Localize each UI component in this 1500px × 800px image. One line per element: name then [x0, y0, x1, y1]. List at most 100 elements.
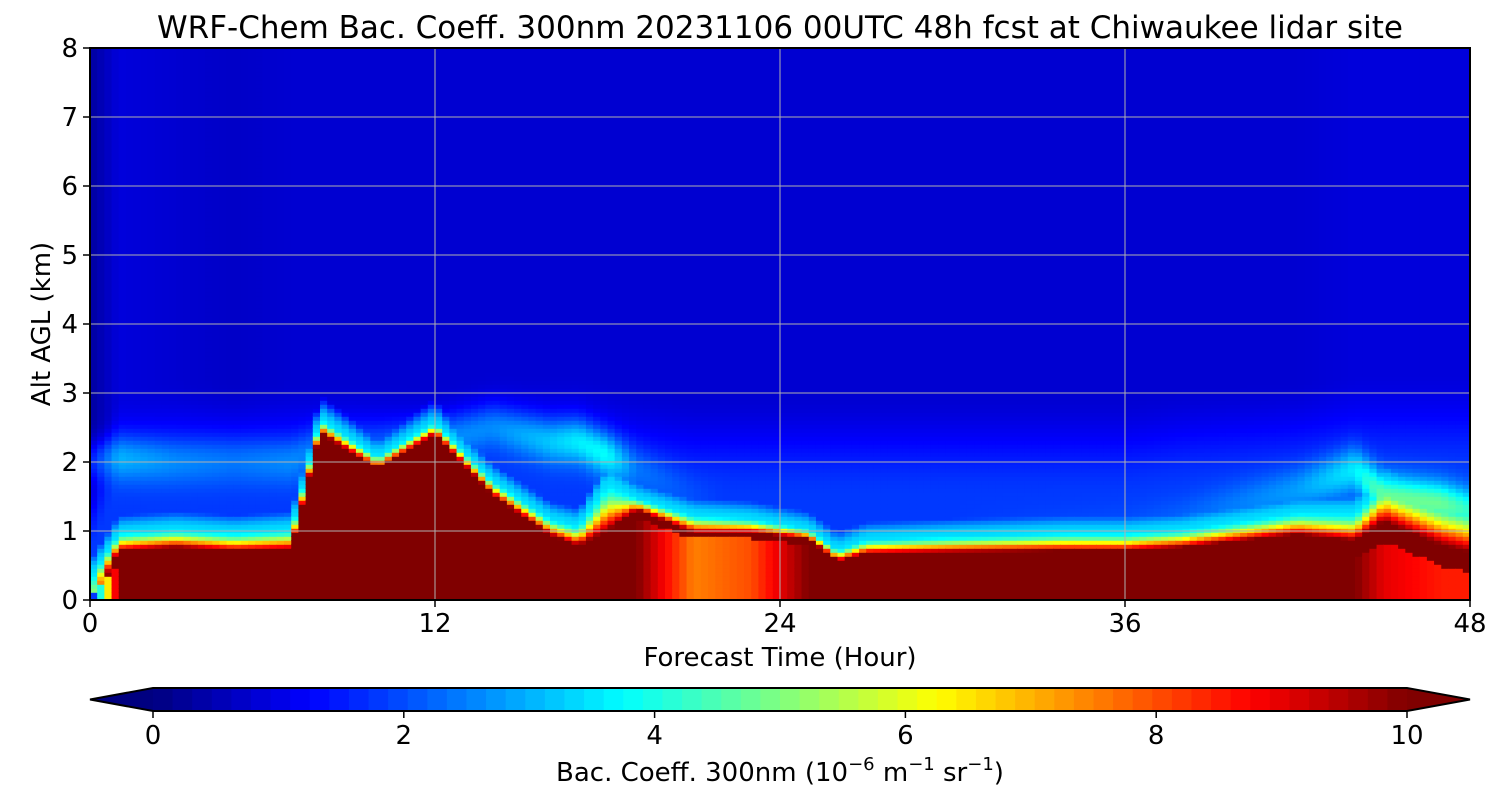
heatmap-cell: [197, 264, 206, 269]
heatmap-cell: [111, 544, 120, 549]
heatmap-cell: [90, 508, 98, 513]
heatmap-cell: [147, 172, 156, 177]
heatmap-cell: [219, 396, 228, 401]
heatmap-cell: [140, 336, 149, 341]
heatmap-cell: [169, 144, 178, 149]
heatmap-cell: [147, 304, 156, 309]
heatmap-cell: [169, 320, 178, 325]
heatmap-cell: [248, 344, 257, 349]
heatmap-cell: [190, 360, 199, 365]
heatmap-cell: [90, 188, 98, 193]
heatmap-cell: [205, 140, 213, 145]
heatmap-cell: [104, 384, 113, 389]
heatmap-cell: [219, 404, 228, 409]
heatmap-cell: [219, 576, 228, 581]
heatmap-cell: [147, 108, 156, 113]
heatmap-cell: [226, 176, 235, 181]
heatmap-cell: [212, 72, 221, 77]
heatmap-cell: [176, 568, 185, 573]
heatmap-cell: [133, 64, 142, 69]
heatmap-cell: [176, 308, 185, 313]
heatmap-cell: [255, 316, 264, 321]
heatmap-cell: [147, 116, 156, 121]
heatmap-cell: [233, 492, 242, 497]
heatmap-cell: [248, 564, 257, 569]
heatmap-cell: [197, 288, 206, 293]
heatmap-cell: [161, 160, 170, 165]
heatmap-cell: [147, 288, 156, 293]
heatmap-cell: [118, 140, 127, 145]
heatmap-cell: [197, 408, 206, 413]
heatmap-cell: [219, 388, 228, 393]
heatmap-cell: [183, 80, 192, 85]
heatmap-cell: [154, 492, 163, 497]
heatmap-cell: [255, 352, 264, 357]
heatmap-cell: [97, 220, 106, 225]
heatmap-cell: [197, 388, 206, 393]
heatmap-cell: [161, 132, 170, 137]
heatmap-cell: [125, 108, 134, 113]
heatmap-cell: [197, 108, 206, 113]
heatmap-cell: [190, 192, 199, 197]
heatmap-cell: [118, 144, 127, 149]
heatmap-cell: [111, 220, 120, 225]
heatmap-cell: [183, 92, 192, 97]
heatmap-cell: [226, 380, 235, 385]
heatmap-cell: [111, 548, 120, 553]
heatmap-cell: [212, 520, 221, 525]
heatmap-cell: [169, 196, 178, 201]
heatmap-cell: [212, 308, 221, 313]
heatmap-cell: [248, 192, 257, 197]
heatmap-cell: [118, 328, 127, 333]
heatmap-cell: [212, 532, 221, 537]
heatmap-cell: [219, 520, 228, 525]
heatmap-cell: [161, 412, 170, 417]
heatmap-cell: [147, 556, 156, 561]
heatmap-cell: [212, 332, 221, 337]
heatmap-cell: [197, 80, 206, 85]
heatmap-cell: [125, 340, 134, 345]
heatmap-cell: [197, 176, 206, 181]
heatmap-cell: [240, 456, 249, 461]
heatmap-cell: [90, 456, 98, 461]
heatmap-cell: [90, 576, 98, 581]
heatmap-cell: [118, 272, 127, 277]
heatmap-cell: [125, 272, 134, 277]
heatmap-cell: [240, 212, 249, 217]
heatmap-cell: [183, 116, 192, 121]
heatmap-cell: [183, 472, 192, 477]
heatmap-cell: [190, 440, 199, 445]
heatmap-cell: [97, 396, 106, 401]
heatmap-cell: [133, 324, 142, 329]
heatmap-cell: [205, 88, 213, 93]
heatmap-cell: [97, 496, 106, 501]
heatmap-cell: [219, 316, 228, 321]
heatmap-cell: [176, 128, 185, 133]
heatmap-cell: [111, 208, 120, 213]
heatmap-cell: [97, 564, 106, 569]
heatmap-cell: [205, 512, 213, 517]
heatmap-cell: [161, 400, 170, 405]
heatmap-cell: [154, 112, 163, 117]
heatmap-cell: [140, 588, 149, 593]
heatmap-cell: [169, 148, 178, 153]
heatmap-cell: [125, 468, 134, 473]
heatmap-cell: [118, 104, 127, 109]
heatmap-cell: [169, 424, 178, 429]
heatmap-cell: [97, 92, 106, 97]
heatmap-cell: [226, 124, 235, 129]
heatmap-cell: [205, 496, 213, 501]
heatmap-cell: [111, 448, 120, 453]
heatmap-cell: [125, 580, 134, 585]
heatmap-cell: [233, 320, 242, 325]
heatmap-cell: [111, 264, 120, 269]
heatmap-cell: [104, 284, 113, 289]
heatmap-cell: [90, 92, 98, 97]
heatmap-cell: [111, 528, 120, 533]
heatmap-cell: [147, 300, 156, 305]
heatmap-cell: [118, 484, 127, 489]
heatmap-cell: [169, 456, 178, 461]
heatmap-cell: [125, 480, 134, 485]
heatmap-cell: [147, 236, 156, 241]
heatmap-cell: [176, 456, 185, 461]
